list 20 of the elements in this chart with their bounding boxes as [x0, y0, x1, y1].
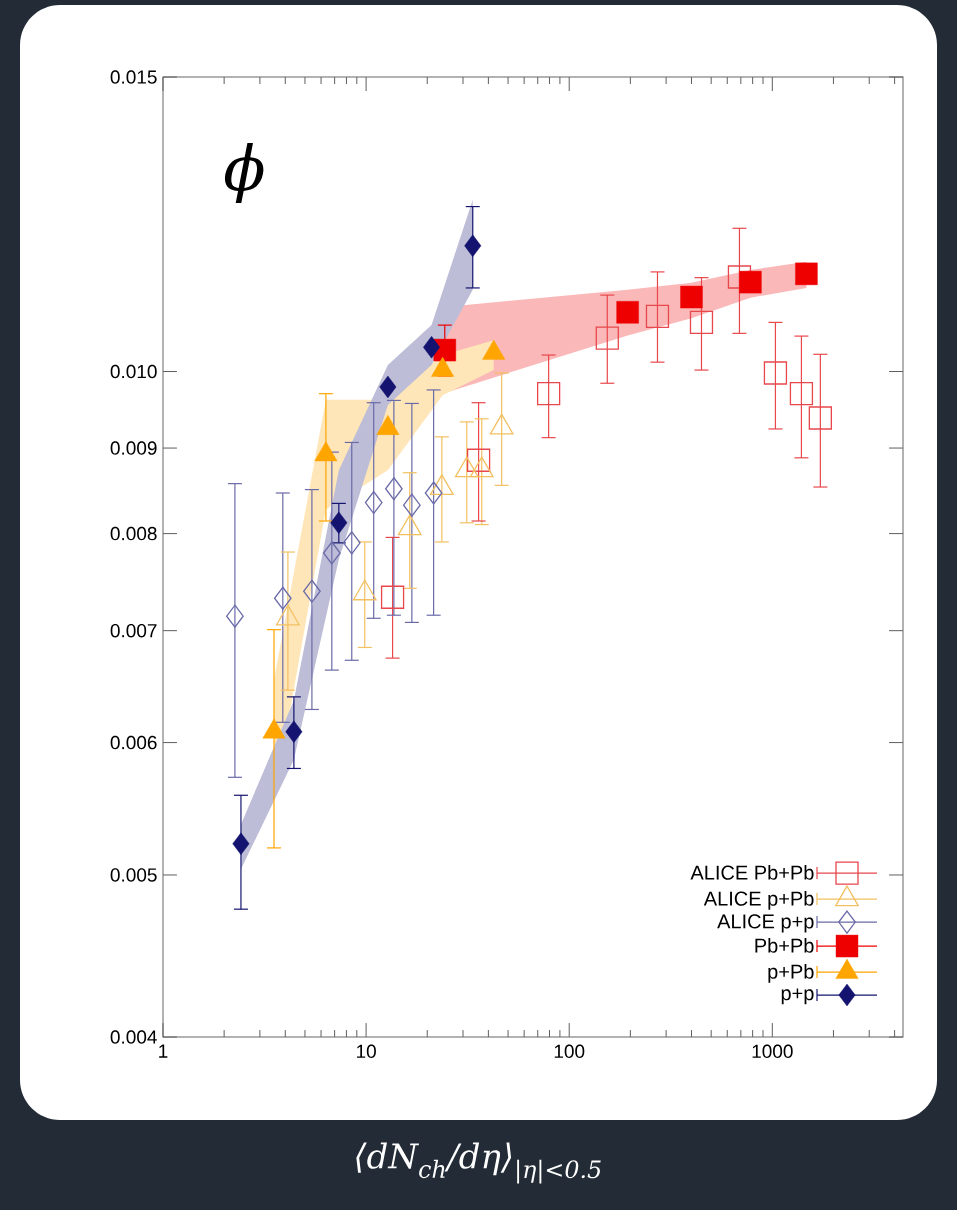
y-tick-label: 0.006: [110, 735, 157, 750]
x-tick-label: 1000: [752, 1044, 793, 1059]
x-tick-label: 100: [554, 1044, 585, 1059]
legend-label: ALICE p+p: [717, 914, 814, 933]
y-tick-label: 0.008: [110, 526, 157, 541]
y-tick-label: 0.005: [110, 868, 157, 882]
legend-label: Pb+Pb: [755, 938, 814, 953]
y-tick-label: 0.010: [110, 364, 157, 379]
y-tick-label: 0.015: [110, 70, 157, 84]
x-tick-label: 10: [356, 1044, 376, 1059]
x-axis-title: ⟨dN$_{ch}$/dη⟩$_{|η|<0.5}$: [356, 1142, 601, 1184]
legend-label: p+Pb: [768, 964, 814, 983]
x-tick-label: 1: [159, 1044, 168, 1058]
text: ϕ: [224, 143, 264, 204]
y-tick-label: 0.004: [110, 1030, 157, 1044]
legend-label: ALICE Pb+Pb: [690, 865, 814, 880]
y-tick-label: 0.009: [110, 441, 157, 455]
legend-label: ALICE p+Pb: [703, 891, 814, 910]
legend-label: p+p: [781, 988, 814, 1005]
y-tick-label: 0.007: [110, 623, 157, 638]
